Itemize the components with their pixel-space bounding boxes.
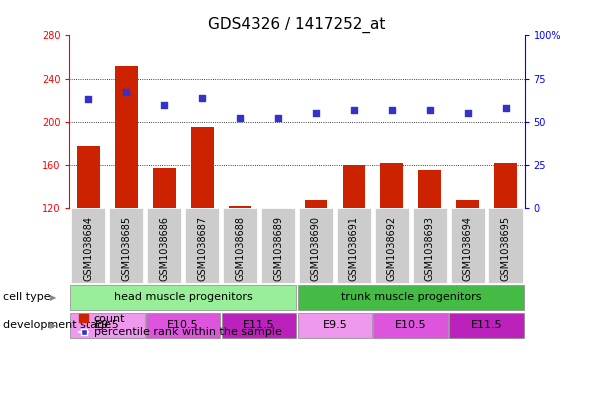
Point bbox=[349, 107, 359, 113]
Text: GSM1038685: GSM1038685 bbox=[121, 216, 131, 281]
Title: GDS4326 / 1417252_at: GDS4326 / 1417252_at bbox=[208, 17, 386, 33]
Text: GSM1038689: GSM1038689 bbox=[273, 216, 283, 281]
Legend: count, percentile rank within the sample: count, percentile rank within the sample bbox=[75, 310, 286, 342]
Bar bbox=[418, 171, 441, 208]
Text: E11.5: E11.5 bbox=[243, 320, 275, 331]
Bar bbox=[494, 163, 517, 208]
Text: GSM1038688: GSM1038688 bbox=[235, 216, 245, 281]
Text: E10.5: E10.5 bbox=[395, 320, 426, 331]
Text: E11.5: E11.5 bbox=[471, 320, 502, 331]
Text: GSM1038684: GSM1038684 bbox=[83, 216, 93, 281]
Bar bbox=[115, 66, 137, 208]
Text: cell type: cell type bbox=[3, 292, 51, 302]
Bar bbox=[305, 200, 327, 208]
Text: ▶: ▶ bbox=[50, 293, 57, 301]
Point bbox=[501, 105, 511, 111]
Text: GSM1038691: GSM1038691 bbox=[349, 216, 359, 281]
Bar bbox=[191, 127, 213, 208]
Point bbox=[235, 115, 245, 121]
Text: GSM1038686: GSM1038686 bbox=[159, 216, 169, 281]
Bar bbox=[456, 200, 479, 208]
Text: trunk muscle progenitors: trunk muscle progenitors bbox=[341, 292, 481, 302]
Point bbox=[311, 110, 321, 116]
Point bbox=[387, 107, 397, 113]
Text: GSM1038692: GSM1038692 bbox=[387, 216, 397, 281]
Point bbox=[463, 110, 473, 116]
Bar bbox=[77, 145, 99, 208]
Bar bbox=[229, 206, 251, 208]
Text: development stage: development stage bbox=[3, 320, 111, 331]
Point bbox=[159, 101, 169, 108]
Text: E10.5: E10.5 bbox=[168, 320, 199, 331]
Text: GSM1038693: GSM1038693 bbox=[425, 216, 435, 281]
Text: head muscle progenitors: head muscle progenitors bbox=[114, 292, 253, 302]
Point bbox=[121, 89, 131, 95]
Point bbox=[197, 94, 207, 101]
Point bbox=[425, 107, 435, 113]
Text: ▶: ▶ bbox=[50, 321, 57, 330]
Bar bbox=[153, 168, 175, 208]
Text: GSM1038690: GSM1038690 bbox=[311, 216, 321, 281]
Bar bbox=[380, 163, 403, 208]
Text: GSM1038694: GSM1038694 bbox=[463, 216, 473, 281]
Bar bbox=[343, 165, 365, 208]
Text: GSM1038695: GSM1038695 bbox=[500, 216, 511, 281]
Point bbox=[83, 96, 93, 103]
Point bbox=[273, 115, 283, 121]
Text: E9.5: E9.5 bbox=[95, 320, 119, 331]
Text: GSM1038687: GSM1038687 bbox=[197, 216, 207, 281]
Text: E9.5: E9.5 bbox=[323, 320, 347, 331]
